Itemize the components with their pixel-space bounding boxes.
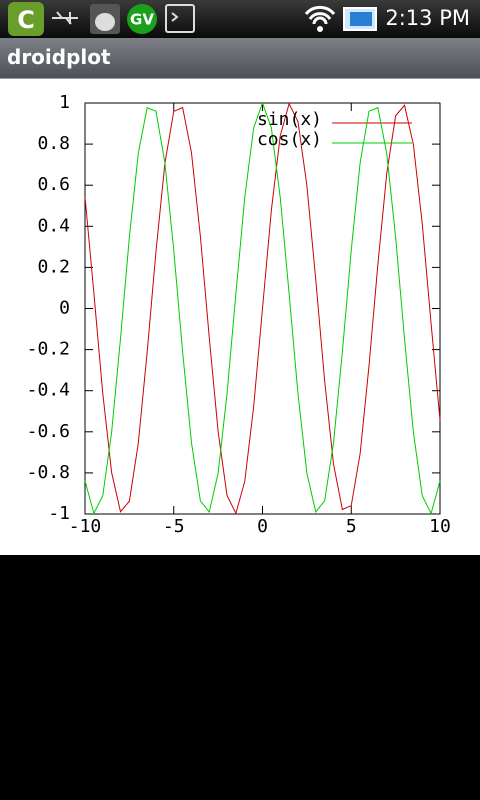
y-tick-label: -0.2	[27, 339, 70, 360]
y-tick-label: 0.4	[37, 215, 70, 236]
y-tick-label: -0.8	[27, 462, 70, 483]
legend-label: cos(x)	[257, 129, 322, 150]
y-tick-label: -1	[48, 503, 70, 524]
y-tick-label: -0.6	[27, 421, 70, 442]
y-tick-label: 1	[59, 92, 70, 113]
x-tick-label: 0	[257, 516, 268, 537]
system-icons	[304, 5, 377, 32]
y-tick-label: -0.4	[27, 380, 70, 401]
y-tick-label: 0.8	[37, 133, 70, 154]
x-tick-label: 5	[346, 516, 357, 537]
clock: 2:13 PM	[385, 6, 470, 30]
y-tick-label: 0	[59, 298, 70, 319]
app-icon	[8, 2, 44, 36]
x-tick-label: -10	[69, 516, 102, 537]
x-tick-label: 10	[429, 516, 451, 537]
status-bar: C GV 2:13 PM	[0, 0, 480, 38]
legend-label: sin(x)	[257, 109, 322, 130]
series-line	[84, 102, 441, 515]
y-tick-label: 0.2	[37, 256, 70, 277]
chart-background	[0, 79, 480, 555]
x-tick-label: -5	[163, 516, 185, 537]
app-title: droidplot	[7, 45, 111, 69]
chart: -1 -0.8 -0.6 -0.4 -0.2 0 0.2 0.4 0.6 0.8 1 -10 -5 0 5 1…	[0, 79, 480, 555]
status-icons: C GV	[8, 2, 195, 36]
svg-text:C: C	[17, 6, 35, 34]
y-tick-label: 0.6	[37, 174, 70, 195]
series-line	[84, 101, 441, 515]
gv-icon: GV	[130, 11, 154, 29]
app-title-bar: droidplot	[0, 38, 480, 79]
